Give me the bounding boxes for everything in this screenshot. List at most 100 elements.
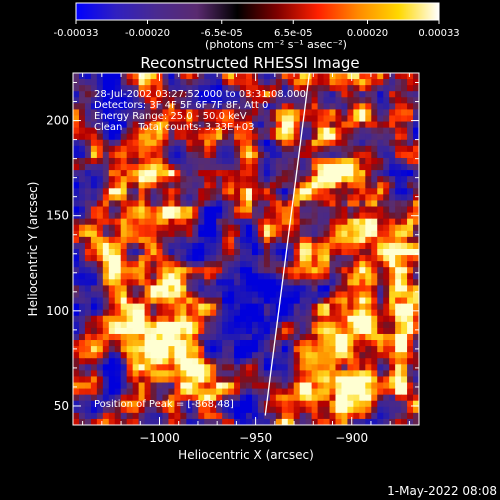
heatmap-cell — [287, 242, 295, 250]
heatmap-cell — [329, 91, 336, 98]
heatmap-cell — [84, 224, 92, 232]
heatmap-cell — [395, 73, 402, 80]
heatmap-cell — [73, 139, 80, 147]
heatmap-cell — [251, 340, 259, 347]
heatmap-cell — [138, 85, 146, 92]
heatmap-cell — [263, 249, 271, 256]
heatmap-cell — [323, 418, 331, 425]
heatmap-cell — [341, 224, 348, 232]
heatmap-cell — [407, 242, 414, 250]
heatmap-cell — [108, 170, 116, 177]
heatmap-cell — [413, 151, 419, 159]
heatmap-cell — [311, 109, 319, 116]
heatmap-cell — [78, 412, 86, 420]
heatmap-cell — [156, 370, 163, 377]
heatmap-cell — [108, 97, 116, 104]
heatmap-cell — [401, 151, 408, 159]
heatmap-cell — [323, 115, 331, 123]
heatmap-cell — [240, 242, 247, 250]
heatmap-cell — [228, 321, 235, 329]
heatmap-cell — [186, 170, 193, 177]
heatmap-cell — [198, 418, 205, 425]
heatmap-cell — [275, 224, 283, 232]
heatmap-cell — [413, 370, 419, 377]
heatmap-cell — [174, 109, 181, 116]
heatmap-cell — [126, 242, 134, 250]
heatmap-cell — [138, 200, 146, 208]
heatmap-cell — [365, 370, 372, 377]
heatmap-cell — [365, 157, 372, 165]
heatmap-cell — [138, 364, 146, 371]
heatmap-cell — [305, 267, 313, 274]
heatmap-cell — [156, 406, 163, 414]
heatmap-cell — [269, 418, 277, 425]
heatmap-cell — [335, 418, 342, 425]
heatmap-cell — [78, 176, 86, 183]
heatmap-cell — [96, 418, 104, 425]
heatmap-cell — [132, 115, 140, 123]
heatmap-cell — [341, 127, 348, 135]
heatmap-cell — [222, 376, 229, 384]
heatmap-cell — [383, 291, 390, 299]
heatmap-cell — [114, 261, 122, 268]
heatmap-cell — [257, 224, 265, 232]
heatmap-cell — [401, 236, 408, 244]
heatmap-cell — [323, 394, 331, 402]
heatmap-cell — [96, 224, 104, 232]
heatmap-cell — [305, 224, 313, 232]
heatmap-cell — [204, 297, 211, 305]
heatmap-cell — [228, 224, 235, 232]
heatmap-cell — [210, 388, 217, 396]
heatmap-cell — [204, 376, 211, 384]
heatmap-cell — [204, 103, 211, 110]
heatmap-cell — [281, 103, 289, 110]
heatmap-cell — [144, 103, 152, 110]
heatmap-cell — [246, 261, 253, 268]
heatmap-cell — [102, 321, 110, 329]
heatmap-cell — [108, 218, 116, 226]
heatmap-cell — [108, 206, 116, 214]
heatmap-cell — [96, 139, 104, 147]
heatmap-cell — [120, 224, 128, 232]
heatmap-cell — [395, 261, 402, 268]
heatmap-cell — [257, 297, 265, 305]
heatmap-cell — [246, 242, 253, 250]
heatmap-cell — [138, 327, 146, 335]
heatmap-cell — [383, 115, 390, 123]
heatmap-cell — [383, 261, 390, 268]
heatmap-cell — [359, 145, 366, 153]
heatmap-cell — [347, 121, 354, 129]
heatmap-cell — [311, 364, 319, 371]
heatmap-cell — [108, 151, 116, 159]
heatmap-cell — [281, 182, 289, 189]
heatmap-cell — [228, 242, 235, 250]
heatmap-cell — [383, 309, 390, 317]
heatmap-cell — [365, 279, 372, 286]
heatmap-cell — [228, 182, 235, 189]
heatmap-cell — [299, 206, 307, 214]
heatmap-cell — [389, 224, 396, 232]
heatmap-cell — [228, 176, 235, 183]
heatmap-cell — [275, 291, 283, 299]
heatmap-cell — [383, 109, 390, 116]
heatmap-cell — [192, 273, 199, 280]
heatmap-cell — [251, 346, 259, 353]
heatmap-cell — [299, 255, 307, 262]
heatmap-cell — [78, 346, 86, 353]
heatmap-cell — [347, 291, 354, 299]
heatmap-cell — [323, 400, 331, 408]
heatmap-cell — [198, 370, 205, 377]
heatmap-cell — [73, 400, 80, 408]
heatmap-cell — [329, 370, 336, 377]
heatmap-cell — [347, 109, 354, 116]
heatmap-cell — [198, 273, 205, 280]
heatmap-cell — [120, 182, 128, 189]
heatmap-cell — [162, 382, 169, 390]
heatmap-cell — [114, 376, 122, 384]
heatmap-cell — [150, 370, 158, 377]
heatmap-cell — [84, 321, 92, 329]
heatmap-cell — [395, 327, 402, 335]
heatmap-cell — [251, 249, 259, 256]
heatmap-cell — [126, 267, 134, 274]
heatmap-cell — [389, 139, 396, 147]
